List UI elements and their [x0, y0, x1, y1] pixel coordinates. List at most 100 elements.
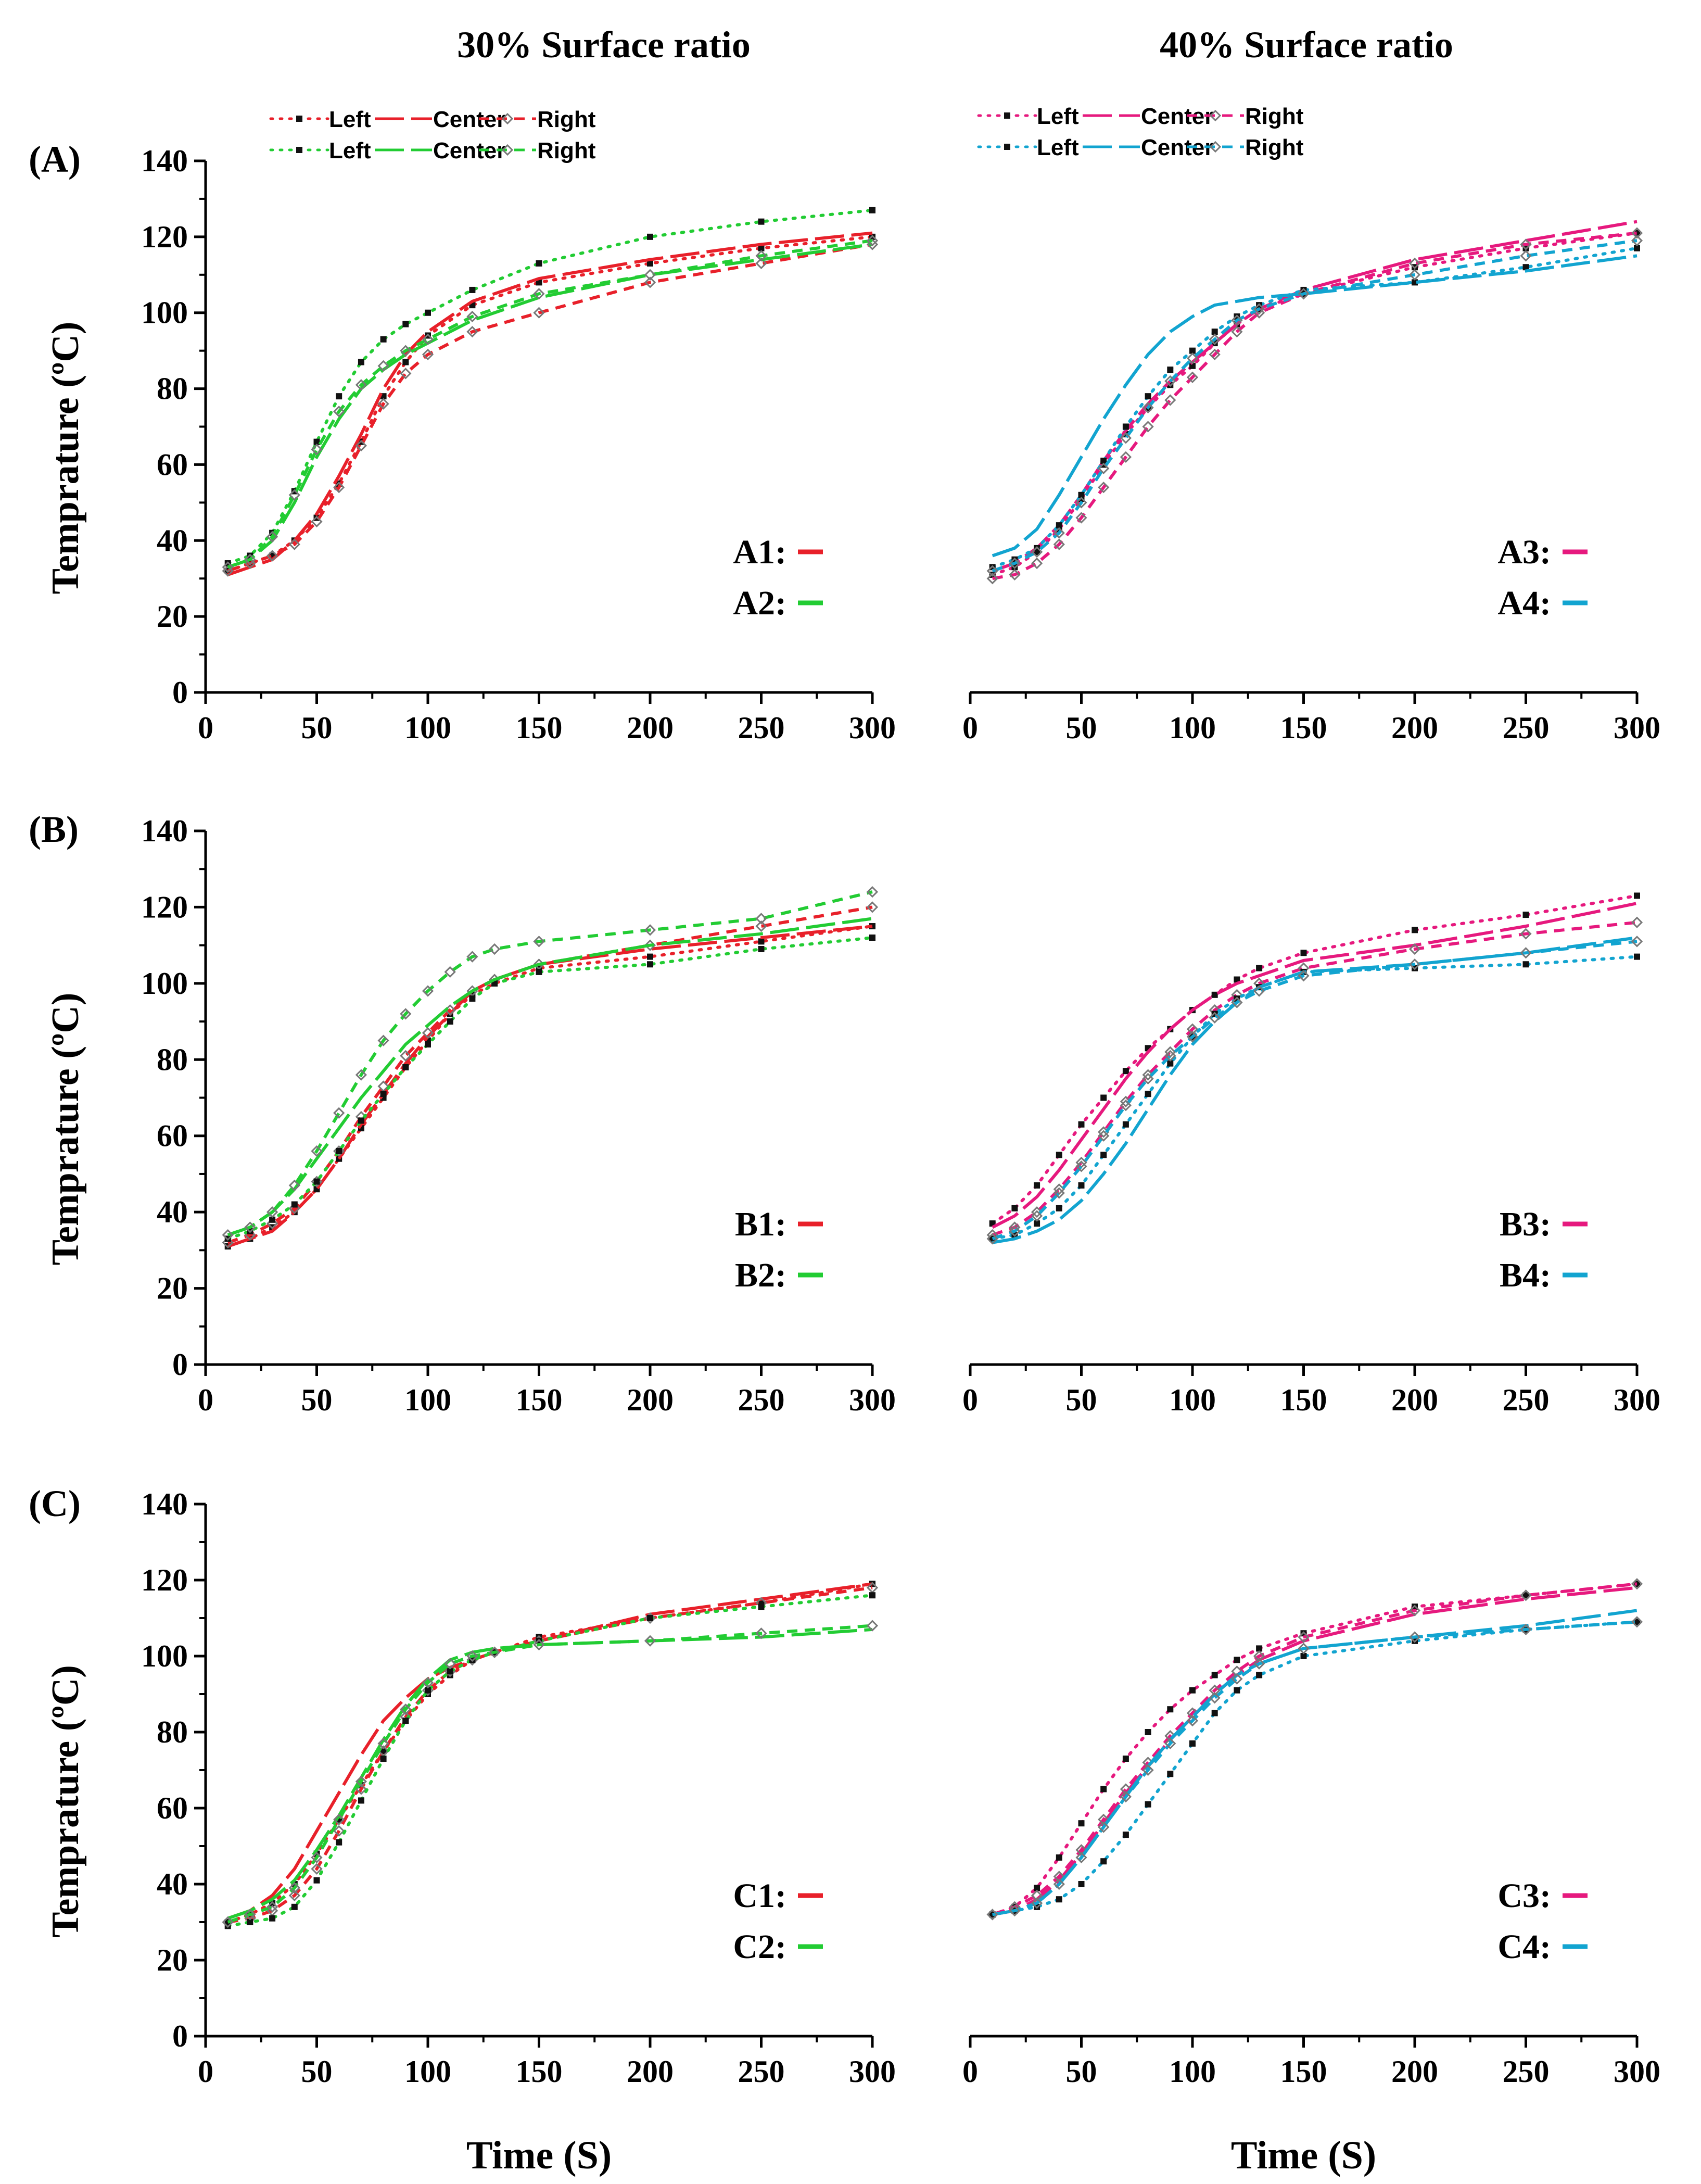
data-point [355, 439, 367, 452]
data-point [1075, 497, 1087, 509]
data-point [536, 279, 542, 286]
series-a4-center [992, 254, 1637, 558]
data-point [1167, 1771, 1174, 1777]
data-point [1078, 1182, 1085, 1189]
data-point [333, 1825, 345, 1837]
data-point [1120, 1790, 1132, 1803]
data-point [400, 1050, 412, 1062]
x-tick-label: 200 [1391, 1383, 1438, 1417]
data-point [488, 1646, 501, 1658]
y-tick-label: 0 [172, 2019, 188, 2053]
data-point [1300, 950, 1307, 956]
data-point [755, 257, 767, 270]
group-tag-label: B4: [1500, 1256, 1551, 1294]
data-point [644, 276, 656, 288]
data-point [466, 1650, 478, 1662]
x-tick-label: 200 [627, 1383, 674, 1417]
legend-label: Center [433, 138, 505, 163]
data-point [336, 1839, 342, 1846]
data-point [400, 368, 412, 380]
data-point [402, 321, 409, 327]
data-point [1256, 1672, 1263, 1678]
data-point [1100, 1152, 1107, 1158]
x-tick-label: 0 [198, 2054, 213, 2089]
series-b2-center [227, 917, 873, 1236]
y-axis-title: Temprature (ºC) [44, 322, 87, 595]
data-point [377, 398, 389, 410]
x-tick-label: 300 [849, 711, 896, 745]
y-tick-label: 80 [157, 1042, 188, 1077]
series-line [992, 920, 1637, 1236]
group-tag-label: C1: [733, 1877, 786, 1915]
data-point [1056, 1205, 1062, 1211]
data-point [1522, 1592, 1529, 1599]
data-point [1256, 965, 1263, 971]
data-point [1520, 1623, 1532, 1636]
chart-B-40: 0 50 100 150 200 250 300 B3: B4: [962, 892, 1660, 1417]
y-tick-label: 120 [141, 220, 188, 254]
data-point [244, 553, 256, 565]
data-point [533, 936, 545, 948]
data-point [313, 1877, 320, 1884]
x-tick-label: 0 [962, 711, 978, 745]
legend-marker [501, 112, 514, 125]
x-axis-title: Time (S) [1231, 2133, 1376, 2177]
data-point [536, 260, 542, 267]
data-point [1031, 1897, 1043, 1909]
series-line [227, 1624, 873, 1924]
data-point [1408, 958, 1421, 970]
y-tick-label: 40 [157, 1867, 188, 1901]
data-point [380, 1756, 387, 1762]
data-point [1189, 1740, 1196, 1747]
data-point [1056, 1152, 1062, 1158]
legend-marker [296, 147, 302, 153]
row-label-b: (B) [29, 809, 79, 850]
legend-marker [1209, 109, 1222, 122]
data-point [447, 1018, 453, 1025]
data-point [291, 1201, 298, 1208]
data-point [447, 1668, 453, 1675]
data-point [422, 1027, 434, 1039]
series-line [992, 1582, 1637, 1916]
data-point [444, 1658, 456, 1670]
data-point [1298, 1643, 1310, 1655]
y-tick-label: 140 [141, 144, 188, 178]
group-tag-label: B2: [735, 1256, 786, 1294]
legend-label: Right [537, 138, 596, 163]
x-tick-label: 250 [738, 711, 785, 745]
data-point [1098, 1821, 1110, 1833]
y-tick-label: 80 [157, 372, 188, 406]
legend: Left Center Right Left Center Right [977, 104, 1304, 160]
x-tick-label: 150 [1280, 2054, 1327, 2089]
data-point [1631, 1616, 1643, 1628]
series-line [992, 902, 1637, 1229]
data-point [755, 250, 767, 262]
data-point [1631, 1578, 1643, 1590]
data-point [269, 1915, 276, 1922]
data-point [380, 1091, 387, 1097]
data-point [1120, 1100, 1132, 1112]
y-tick-label: 0 [172, 675, 188, 710]
data-point [1408, 1605, 1421, 1617]
data-point [1053, 527, 1065, 539]
legend-label: Left [329, 107, 371, 132]
data-point [986, 573, 998, 585]
group-tag-label: B1: [735, 1205, 786, 1243]
data-point [333, 406, 345, 418]
y-tick-label: 20 [157, 1271, 188, 1306]
data-point [1122, 1121, 1129, 1128]
data-point [1122, 423, 1129, 430]
data-point [1053, 1187, 1065, 1199]
data-point [311, 1851, 323, 1864]
data-point [336, 1148, 342, 1154]
x-tick-label: 250 [1503, 711, 1550, 745]
x-tick-label: 50 [1066, 1383, 1097, 1417]
data-point [1098, 462, 1110, 474]
data-point [1120, 451, 1132, 463]
legend-label: Center [433, 107, 505, 132]
x-tick-label: 50 [1066, 2054, 1097, 2089]
data-point [1167, 1706, 1174, 1713]
data-point [425, 1041, 431, 1047]
